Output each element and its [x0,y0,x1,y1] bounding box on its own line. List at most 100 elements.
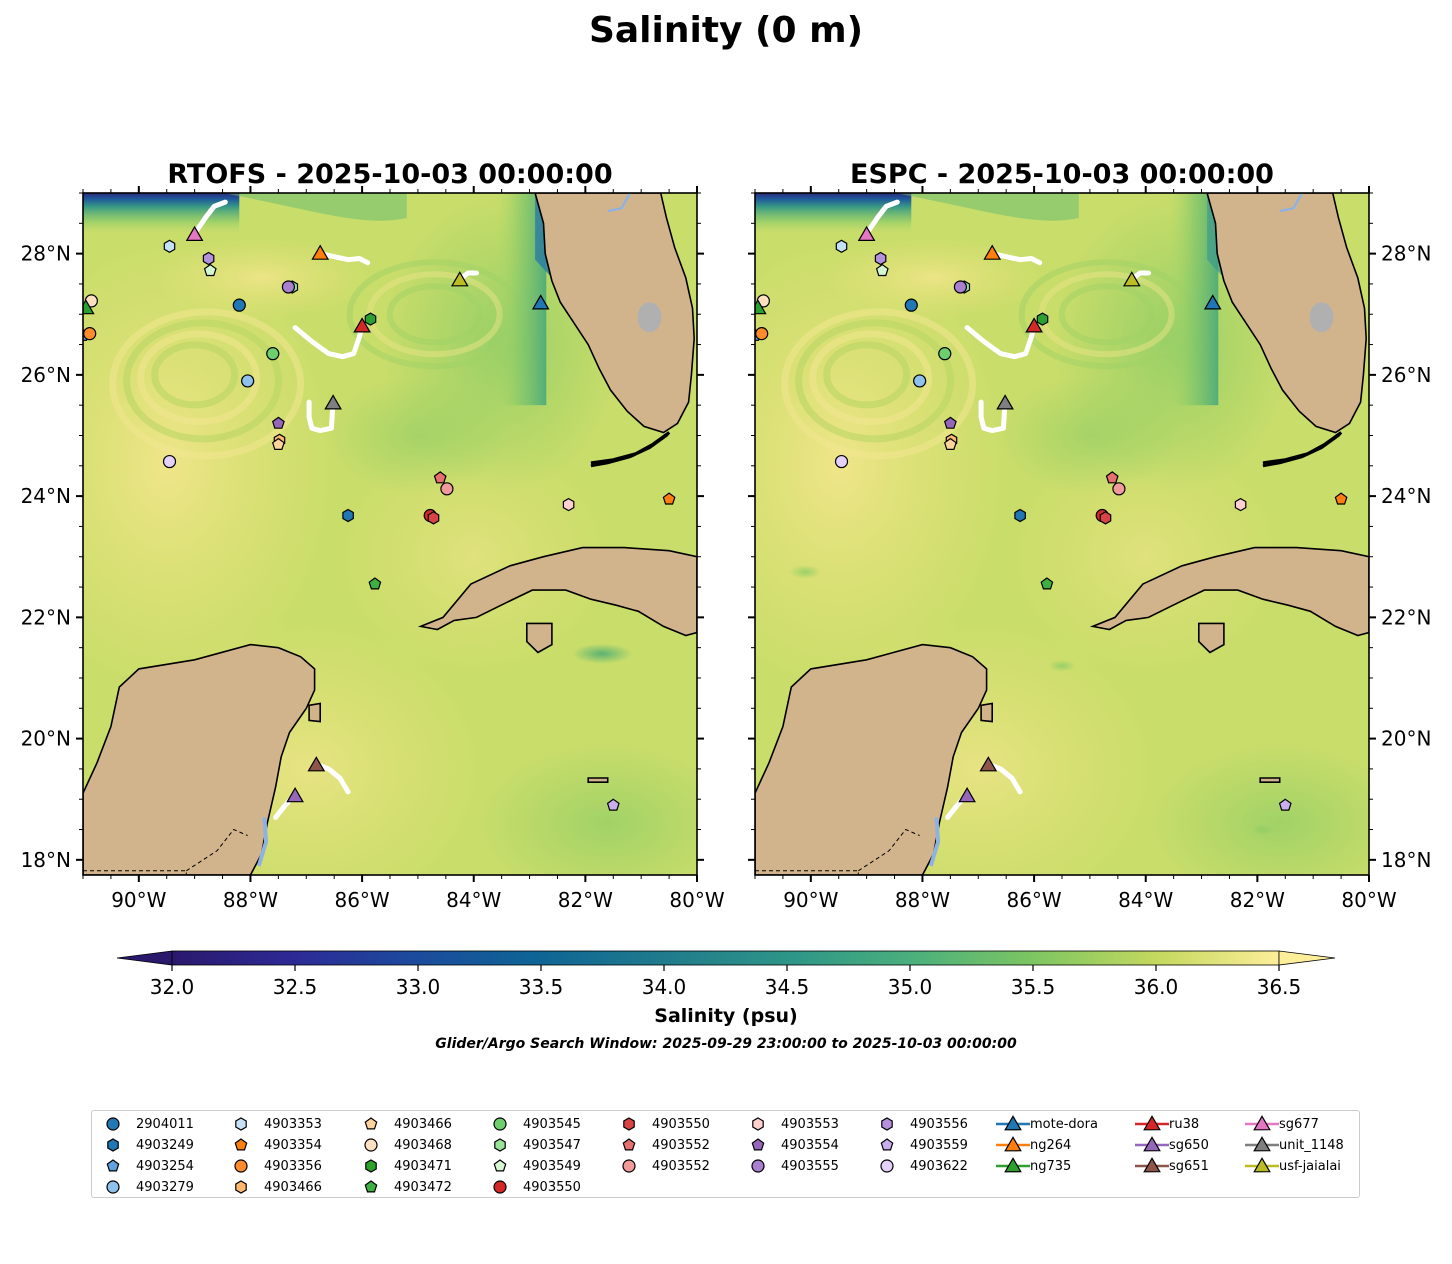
legend-item: sg677 [1245,1115,1319,1133]
salinity-field [755,193,1369,875]
shallow-chetumal [256,817,269,867]
land [83,193,697,875]
colorbar-tick-label: 34.5 [765,975,810,999]
legend-item: 4903254 [102,1157,194,1175]
x-tick-label: 80°W [1341,888,1396,912]
glider-ru38 [353,317,371,333]
legend-marker-icon [880,1159,894,1173]
lake-okeechobee [637,302,662,333]
legend-marker-icon [106,1180,120,1194]
legend-label: sg650 [1169,1137,1209,1153]
legend-symbol [365,1159,377,1173]
legend-label: unit_1148 [1279,1137,1344,1153]
argo-float-4903471 [1036,312,1049,326]
glider-ng735 [83,299,95,315]
legend-item: 4903356 [230,1157,322,1175]
glider-sg651 [979,756,998,772]
argo-float-4903466 [943,437,957,450]
legend-item: 4903354 [230,1136,322,1154]
argo-float-4903554 [271,416,285,429]
legend-symbol [364,1117,378,1130]
argo-float-4903466 [271,437,285,450]
legend-label: 4903559 [910,1137,968,1153]
legend-label: ng264 [1030,1137,1072,1153]
glider-track-sg651 [985,761,1023,795]
x-tick-label: 82°W [558,888,613,912]
legend-triangle-icon [1004,1115,1022,1131]
legend-item: 4903552 [618,1136,710,1154]
glider-sg677 [185,225,204,241]
legend-symbol [623,1117,635,1131]
legend-symbol [752,1117,764,1131]
legend-symbol [1135,1136,1169,1152]
legend-symbol [880,1138,894,1151]
legend-symbol [622,1138,636,1151]
legend-triangle-icon [1143,1115,1161,1131]
legend-marker-icon [751,1138,765,1151]
argo-float-4903552 [1112,482,1126,496]
legend-marker-icon [365,1159,377,1173]
glider-track-ng264 [989,251,1043,266]
legend-label: 4903254 [136,1158,194,1174]
legend-item: unit_1148 [1245,1136,1344,1154]
axis-ticks: 90°W 88°W 86°W 84°W 82°W 80°W 18°N 20°N 22°N 24°N… [748,186,1431,912]
glider-unit_1148 [324,394,342,410]
glider-unit_1148 [996,394,1014,410]
legend-symbol [996,1136,1030,1152]
legend-symbol [106,1117,120,1131]
argo-float-4903353 [163,239,176,253]
y-tick-label: 18°N [21,848,71,872]
glider-sg677 [857,225,876,241]
legend-marker-icon [234,1159,248,1173]
argo-float-4903549 [203,263,217,277]
y-tick-label: 24°N [21,484,71,508]
legend-symbol [494,1138,506,1152]
argo-float-4903552 [440,482,454,496]
legend-label: 4903468 [394,1137,452,1153]
land-cuba [417,546,697,637]
legend-label: 4903622 [910,1158,968,1174]
legend-marker-icon [493,1117,507,1131]
x-tick-label: 86°W [1006,888,1061,912]
legend-symbol [493,1159,507,1172]
legend-label: 4903471 [394,1158,452,1174]
legend-item: sg650 [1135,1136,1209,1154]
legend-symbol [106,1159,120,1172]
legend-symbol [1245,1157,1279,1173]
legend-item: 4903550 [618,1115,710,1133]
land-cuba [1089,546,1369,637]
argo-float-4903279 [241,374,255,388]
x-tick-label: 86°W [334,888,389,912]
legend-item: 4903471 [360,1157,452,1175]
glider-track-sg651 [313,761,351,795]
glider-sg651 [307,756,326,772]
y-tick-label: 22°N [1381,605,1431,629]
salinity-field [83,193,697,875]
legend-marker-icon [622,1159,636,1173]
argo-float-2904011 [904,298,918,312]
legend-triangle-icon [1004,1136,1022,1152]
colorbar-extend-low [116,950,173,966]
x-tick-label: 90°W [783,888,838,912]
argo-float-4903354 [1334,492,1348,505]
legend-label: sg677 [1279,1116,1319,1132]
legend-marker-icon [622,1138,636,1151]
legend-marker-icon [234,1138,248,1151]
panel-title: ESPC - 2025-10-03 00:00:00 [850,159,1274,190]
colorbar-tick-label: 32.5 [273,975,318,999]
legend-label: mote-dora [1030,1116,1098,1132]
legend-item: 4903468 [360,1136,452,1154]
argo-float-4903622 [162,454,177,469]
glider-track-sg677 [864,199,900,237]
y-tick-label: 20°N [1381,727,1431,751]
legend-item: 4903472 [360,1178,452,1196]
legend-label: 4903545 [523,1116,581,1132]
colorbar: 32.0 32.5 33.0 33.5 34.0 34.5 35.0 35.5 36.0 36.5… [116,950,1336,1027]
argo-float-4903472 [1040,577,1054,590]
legend-item: 4903279 [102,1178,194,1196]
y-tick-label: 18°N [1381,848,1431,872]
border-mexico-guatemala [755,870,859,875]
legend-item: mote-dora [996,1115,1098,1133]
legend-item: 4903559 [876,1136,968,1154]
